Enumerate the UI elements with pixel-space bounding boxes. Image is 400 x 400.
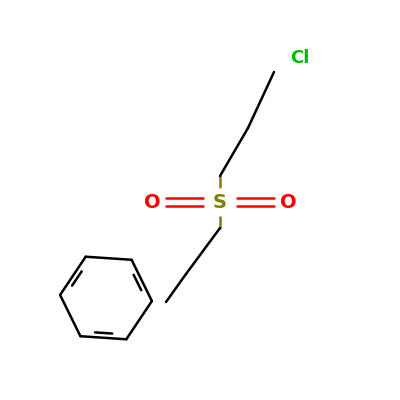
Text: O: O: [144, 192, 160, 212]
Text: Cl: Cl: [290, 49, 309, 67]
Text: S: S: [213, 192, 227, 212]
Text: O: O: [280, 192, 296, 212]
